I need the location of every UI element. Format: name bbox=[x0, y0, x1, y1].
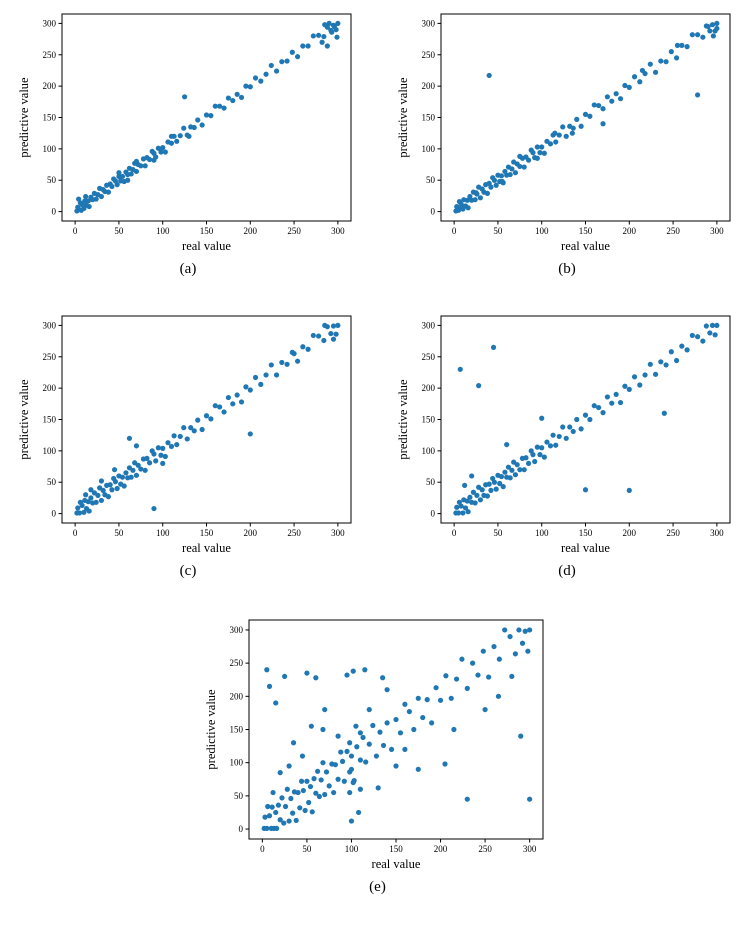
svg-text:300: 300 bbox=[331, 226, 345, 236]
svg-text:100: 100 bbox=[42, 446, 56, 456]
svg-text:300: 300 bbox=[331, 528, 345, 538]
svg-text:300: 300 bbox=[421, 320, 435, 330]
svg-text:150: 150 bbox=[199, 226, 213, 236]
svg-text:300: 300 bbox=[42, 320, 56, 330]
subplot-d: 0 50 100 150 200 250 300 0 50 100 150 200 250 300 real… bbox=[394, 308, 740, 580]
svg-text:50: 50 bbox=[114, 528, 124, 538]
svg-text:50: 50 bbox=[47, 477, 57, 487]
svg-text:250: 250 bbox=[666, 528, 680, 538]
svg-text:150: 150 bbox=[42, 415, 56, 425]
caption-d: (d) bbox=[558, 563, 576, 579]
svg-text:150: 150 bbox=[578, 528, 592, 538]
svg-text:0: 0 bbox=[72, 528, 77, 538]
svg-text:150: 150 bbox=[389, 844, 403, 854]
svg-text:50: 50 bbox=[426, 477, 436, 487]
svg-text:100: 100 bbox=[534, 226, 548, 236]
svg-text:real value: real value bbox=[182, 239, 231, 253]
svg-text:150: 150 bbox=[229, 725, 243, 735]
svg-text:0: 0 bbox=[51, 509, 56, 519]
svg-text:150: 150 bbox=[421, 415, 435, 425]
svg-text:250: 250 bbox=[287, 528, 301, 538]
svg-text:100: 100 bbox=[344, 844, 358, 854]
caption-e: (e) bbox=[369, 879, 386, 895]
svg-text:100: 100 bbox=[42, 144, 56, 154]
svg-text:300: 300 bbox=[710, 226, 724, 236]
svg-text:100: 100 bbox=[155, 528, 169, 538]
svg-text:100: 100 bbox=[229, 758, 243, 768]
svg-text:300: 300 bbox=[522, 844, 536, 854]
svg-text:300: 300 bbox=[710, 528, 724, 538]
caption-b: (b) bbox=[558, 261, 576, 277]
subplot-e: 0 50 100 150 200 250 300 0 50 100 150 200 250 300 real… bbox=[202, 612, 553, 896]
svg-text:50: 50 bbox=[493, 226, 503, 236]
svg-text:0: 0 bbox=[451, 528, 456, 538]
svg-text:200: 200 bbox=[622, 226, 636, 236]
svg-text:150: 150 bbox=[421, 113, 435, 123]
svg-text:200: 200 bbox=[42, 383, 56, 393]
svg-text:250: 250 bbox=[42, 50, 56, 60]
svg-text:250: 250 bbox=[478, 844, 492, 854]
svg-text:300: 300 bbox=[229, 625, 243, 635]
svg-text:real value: real value bbox=[561, 541, 610, 555]
svg-text:250: 250 bbox=[229, 658, 243, 668]
svg-text:0: 0 bbox=[430, 509, 435, 519]
svg-text:200: 200 bbox=[243, 226, 257, 236]
svg-text:0: 0 bbox=[451, 226, 456, 236]
figure-row-bottom: 0 50 100 150 200 250 300 0 50 100 150 200 250 300 real… bbox=[202, 612, 553, 896]
svg-text:50: 50 bbox=[47, 175, 57, 185]
svg-text:100: 100 bbox=[155, 226, 169, 236]
svg-text:150: 150 bbox=[199, 528, 213, 538]
svg-text:200: 200 bbox=[622, 528, 636, 538]
svg-text:50: 50 bbox=[114, 226, 124, 236]
svg-text:0: 0 bbox=[238, 824, 243, 834]
svg-text:real value: real value bbox=[371, 857, 420, 871]
svg-text:300: 300 bbox=[421, 18, 435, 28]
svg-text:300: 300 bbox=[42, 18, 56, 28]
svg-text:predictive value: predictive value bbox=[396, 77, 410, 158]
figure-row-top: 0 50 100 150 200 250 300 0 50 100 150 200 250 300 real… bbox=[15, 6, 740, 278]
svg-text:predictive value: predictive value bbox=[396, 379, 410, 460]
scatter-plot-d: 0 50 100 150 200 250 300 0 50 100 150 200 250 300 real… bbox=[394, 308, 740, 558]
svg-text:real value: real value bbox=[182, 541, 231, 555]
svg-text:200: 200 bbox=[243, 528, 257, 538]
caption-a: (a) bbox=[179, 261, 197, 277]
subplot-a: 0 50 100 150 200 250 300 0 50 100 150 200 250 300 real… bbox=[15, 6, 361, 278]
caption-c: (c) bbox=[179, 563, 197, 579]
scatter-plot-e: 0 50 100 150 200 250 300 0 50 100 150 200 250 300 real… bbox=[202, 612, 553, 874]
scatter-plot-a: 0 50 100 150 200 250 300 0 50 100 150 200 250 300 real… bbox=[15, 6, 361, 256]
svg-text:predictive value: predictive value bbox=[204, 689, 218, 770]
svg-text:0: 0 bbox=[51, 207, 56, 217]
svg-text:250: 250 bbox=[287, 226, 301, 236]
subplot-c: 0 50 100 150 200 250 300 0 50 100 150 200 250 300 real… bbox=[15, 308, 361, 580]
svg-text:0: 0 bbox=[260, 844, 265, 854]
svg-text:50: 50 bbox=[493, 528, 503, 538]
svg-text:200: 200 bbox=[421, 383, 435, 393]
svg-text:150: 150 bbox=[42, 113, 56, 123]
subplot-b: 0 50 100 150 200 250 300 0 50 100 150 200 250 300 real… bbox=[394, 6, 740, 278]
svg-text:predictive value: predictive value bbox=[17, 379, 31, 460]
svg-text:100: 100 bbox=[421, 446, 435, 456]
scatter-plot-c: 0 50 100 150 200 250 300 0 50 100 150 200 250 300 real… bbox=[15, 308, 361, 558]
svg-text:0: 0 bbox=[430, 207, 435, 217]
svg-text:200: 200 bbox=[229, 691, 243, 701]
svg-text:200: 200 bbox=[421, 81, 435, 91]
svg-text:250: 250 bbox=[421, 352, 435, 362]
figure-row-middle: 0 50 100 150 200 250 300 0 50 100 150 200 250 300 real… bbox=[15, 308, 740, 580]
scatter-plot-b: 0 50 100 150 200 250 300 0 50 100 150 200 250 300 real… bbox=[394, 6, 740, 256]
svg-text:250: 250 bbox=[666, 226, 680, 236]
svg-text:predictive value: predictive value bbox=[17, 77, 31, 158]
svg-text:50: 50 bbox=[426, 175, 436, 185]
svg-text:200: 200 bbox=[42, 81, 56, 91]
svg-text:50: 50 bbox=[234, 791, 244, 801]
svg-text:real value: real value bbox=[561, 239, 610, 253]
svg-text:100: 100 bbox=[534, 528, 548, 538]
svg-text:250: 250 bbox=[42, 352, 56, 362]
svg-text:0: 0 bbox=[72, 226, 77, 236]
svg-text:250: 250 bbox=[421, 50, 435, 60]
svg-text:50: 50 bbox=[302, 844, 312, 854]
svg-text:100: 100 bbox=[421, 144, 435, 154]
svg-text:150: 150 bbox=[578, 226, 592, 236]
svg-text:200: 200 bbox=[433, 844, 447, 854]
